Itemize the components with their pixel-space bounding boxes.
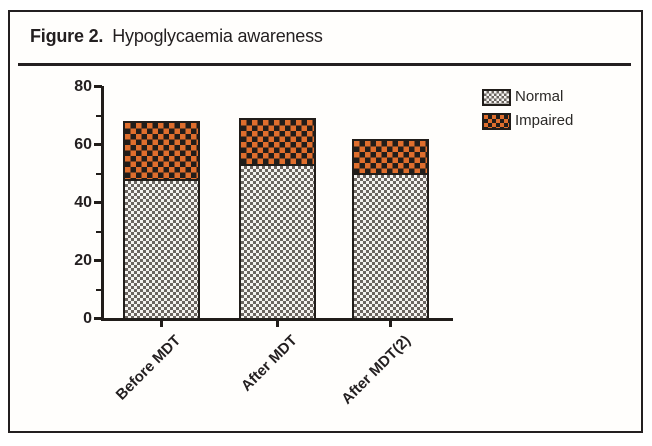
bar-segment-normal — [354, 174, 427, 318]
bar-3 — [352, 138, 429, 320]
bar-segment-impaired — [125, 123, 198, 181]
y-axis-line — [101, 86, 104, 321]
y-tick-label: 20 — [74, 251, 92, 269]
y-minor-tick — [96, 230, 102, 233]
bar-segment-normal — [241, 166, 314, 318]
figure-label: Figure 2. — [30, 26, 104, 46]
y-major-tick — [94, 143, 102, 146]
y-minor-tick — [96, 172, 102, 175]
x-tick — [160, 319, 163, 327]
legend-label-impaired: Impaired — [515, 112, 574, 129]
figure-header: Figure 2. Hypoglycaemia awareness — [30, 26, 323, 47]
x-tick — [276, 319, 279, 327]
x-category-label: After MDT — [237, 332, 301, 395]
legend-swatch-normal — [482, 89, 511, 106]
figure-panel — [8, 10, 643, 433]
y-major-tick — [94, 259, 102, 262]
legend-swatch-impaired — [482, 113, 511, 130]
y-tick-label: 60 — [74, 135, 92, 153]
bar-2 — [239, 118, 316, 320]
y-tick-label: 80 — [74, 77, 92, 95]
title-divider — [18, 63, 631, 66]
x-tick — [389, 319, 392, 327]
y-minor-tick — [96, 114, 102, 117]
y-major-tick — [94, 201, 102, 204]
y-tick-label: 40 — [74, 193, 92, 211]
figure-title: Hypoglycaemia awareness — [112, 26, 323, 46]
y-minor-tick — [96, 288, 102, 291]
bar-segment-impaired — [241, 120, 314, 167]
bar-segment-normal — [125, 180, 198, 318]
x-category-label: Before MDT — [112, 332, 185, 404]
y-major-tick — [94, 85, 102, 88]
bar-segment-impaired — [354, 140, 427, 175]
y-tick-label: 0 — [83, 309, 92, 327]
y-major-tick — [94, 317, 102, 320]
x-category-label: After MDT(2) — [337, 332, 414, 408]
bar-1 — [123, 121, 200, 320]
legend-label-normal: Normal — [515, 88, 564, 105]
